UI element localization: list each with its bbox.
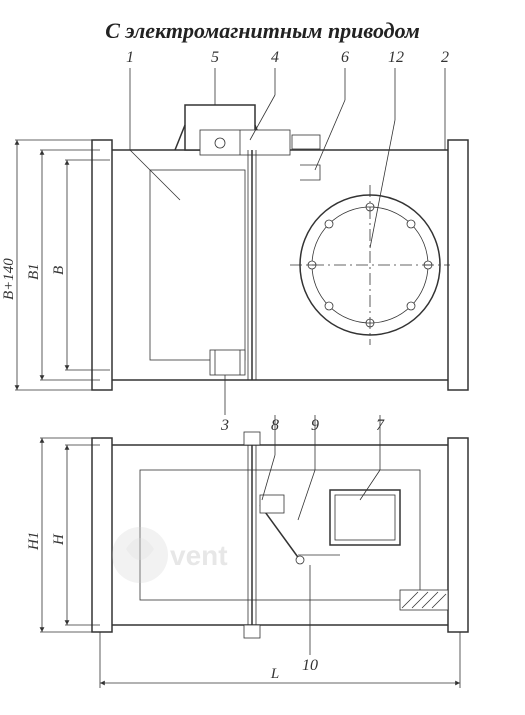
callout-9: 9: [311, 417, 319, 434]
callout-6: 6: [341, 49, 349, 66]
callout-7: 7: [376, 417, 385, 434]
callout-4: 4: [271, 49, 279, 66]
callout-8: 8: [271, 417, 279, 434]
dim-H: H: [51, 533, 67, 546]
callout-3: 3: [220, 417, 229, 434]
dim-B: B: [51, 266, 67, 275]
callout-3-group: 3: [220, 375, 229, 434]
callout-2: 2: [441, 49, 449, 66]
callout-10: 10: [302, 657, 318, 674]
top-view: [92, 105, 468, 390]
dims-side-left: H1 H: [26, 438, 100, 632]
svg-text:vent: vent: [170, 540, 228, 571]
dim-H1: H1: [26, 532, 42, 551]
callout-5: 5: [211, 49, 219, 66]
dim-L-group: L: [100, 632, 460, 688]
callout-12: 12: [388, 49, 404, 66]
dim-B1: B1: [26, 263, 42, 280]
diagram-canvas: 1 5 4 6 12 2 3 B+140 B: [0, 0, 525, 715]
dim-L: L: [270, 666, 279, 682]
dim-Bplus: B+140: [1, 258, 17, 300]
callout-1: 1: [126, 49, 134, 66]
